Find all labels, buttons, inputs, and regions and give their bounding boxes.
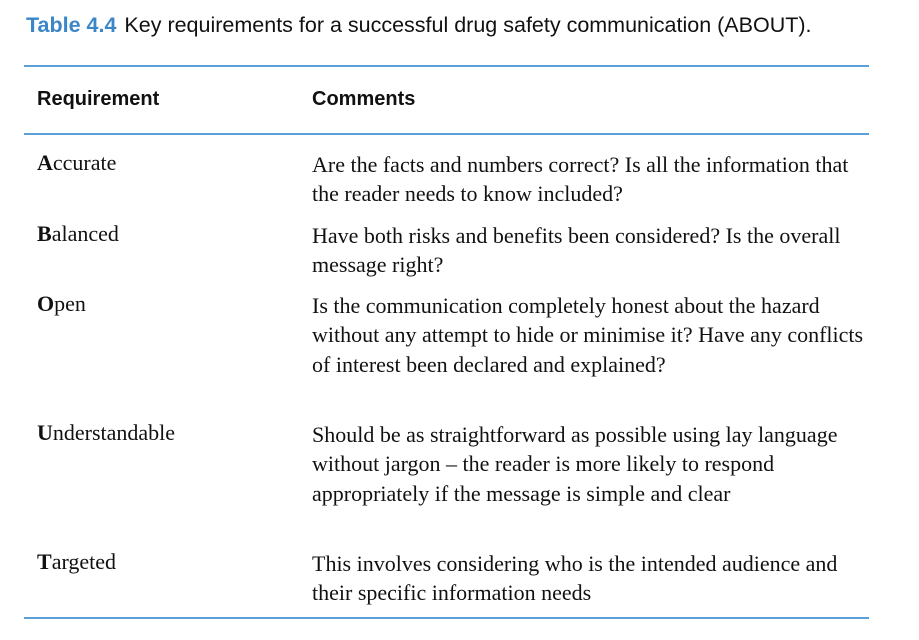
header-comments: Comments [312,88,416,110]
header-requirement: Requirement [37,88,160,110]
requirement-rest: argeted [51,549,117,574]
requirement-open: Open [37,291,86,317]
top-rule [24,65,869,67]
comment-open: Is the communication completely honest a… [312,293,864,377]
requirement-understandable: Understandable [37,420,175,446]
comment-balanced: Have both risks and benefits been consid… [312,223,841,278]
requirement-rest: alanced [51,221,119,246]
requirement-initial: T [37,549,52,574]
requirement-rest: ccurate [52,150,117,175]
requirement-initial: A [37,150,53,175]
comment-understandable: Should be as straightforward as possible… [312,422,838,506]
requirement-targeted: Targeted [37,549,116,575]
requirement-accurate: Accurate [37,150,116,176]
table-title: Key requirements for a successful drug s… [124,13,812,37]
comment-targeted: This involves considering who is the int… [312,551,838,606]
requirement-rest: nderstandable [52,420,176,445]
requirement-initial: O [37,291,55,316]
header-rule [24,133,869,135]
table-number: Table 4.4 [26,13,117,37]
requirement-initial: U [37,420,53,445]
requirement-initial: B [37,221,52,246]
comment-accurate: Are the facts and numbers correct? Is al… [312,152,849,207]
requirement-rest: pen [54,291,86,316]
table-caption: Table 4.4 Key requirements for a successf… [26,13,812,38]
bottom-rule [24,617,869,619]
requirement-balanced: Balanced [37,221,119,247]
